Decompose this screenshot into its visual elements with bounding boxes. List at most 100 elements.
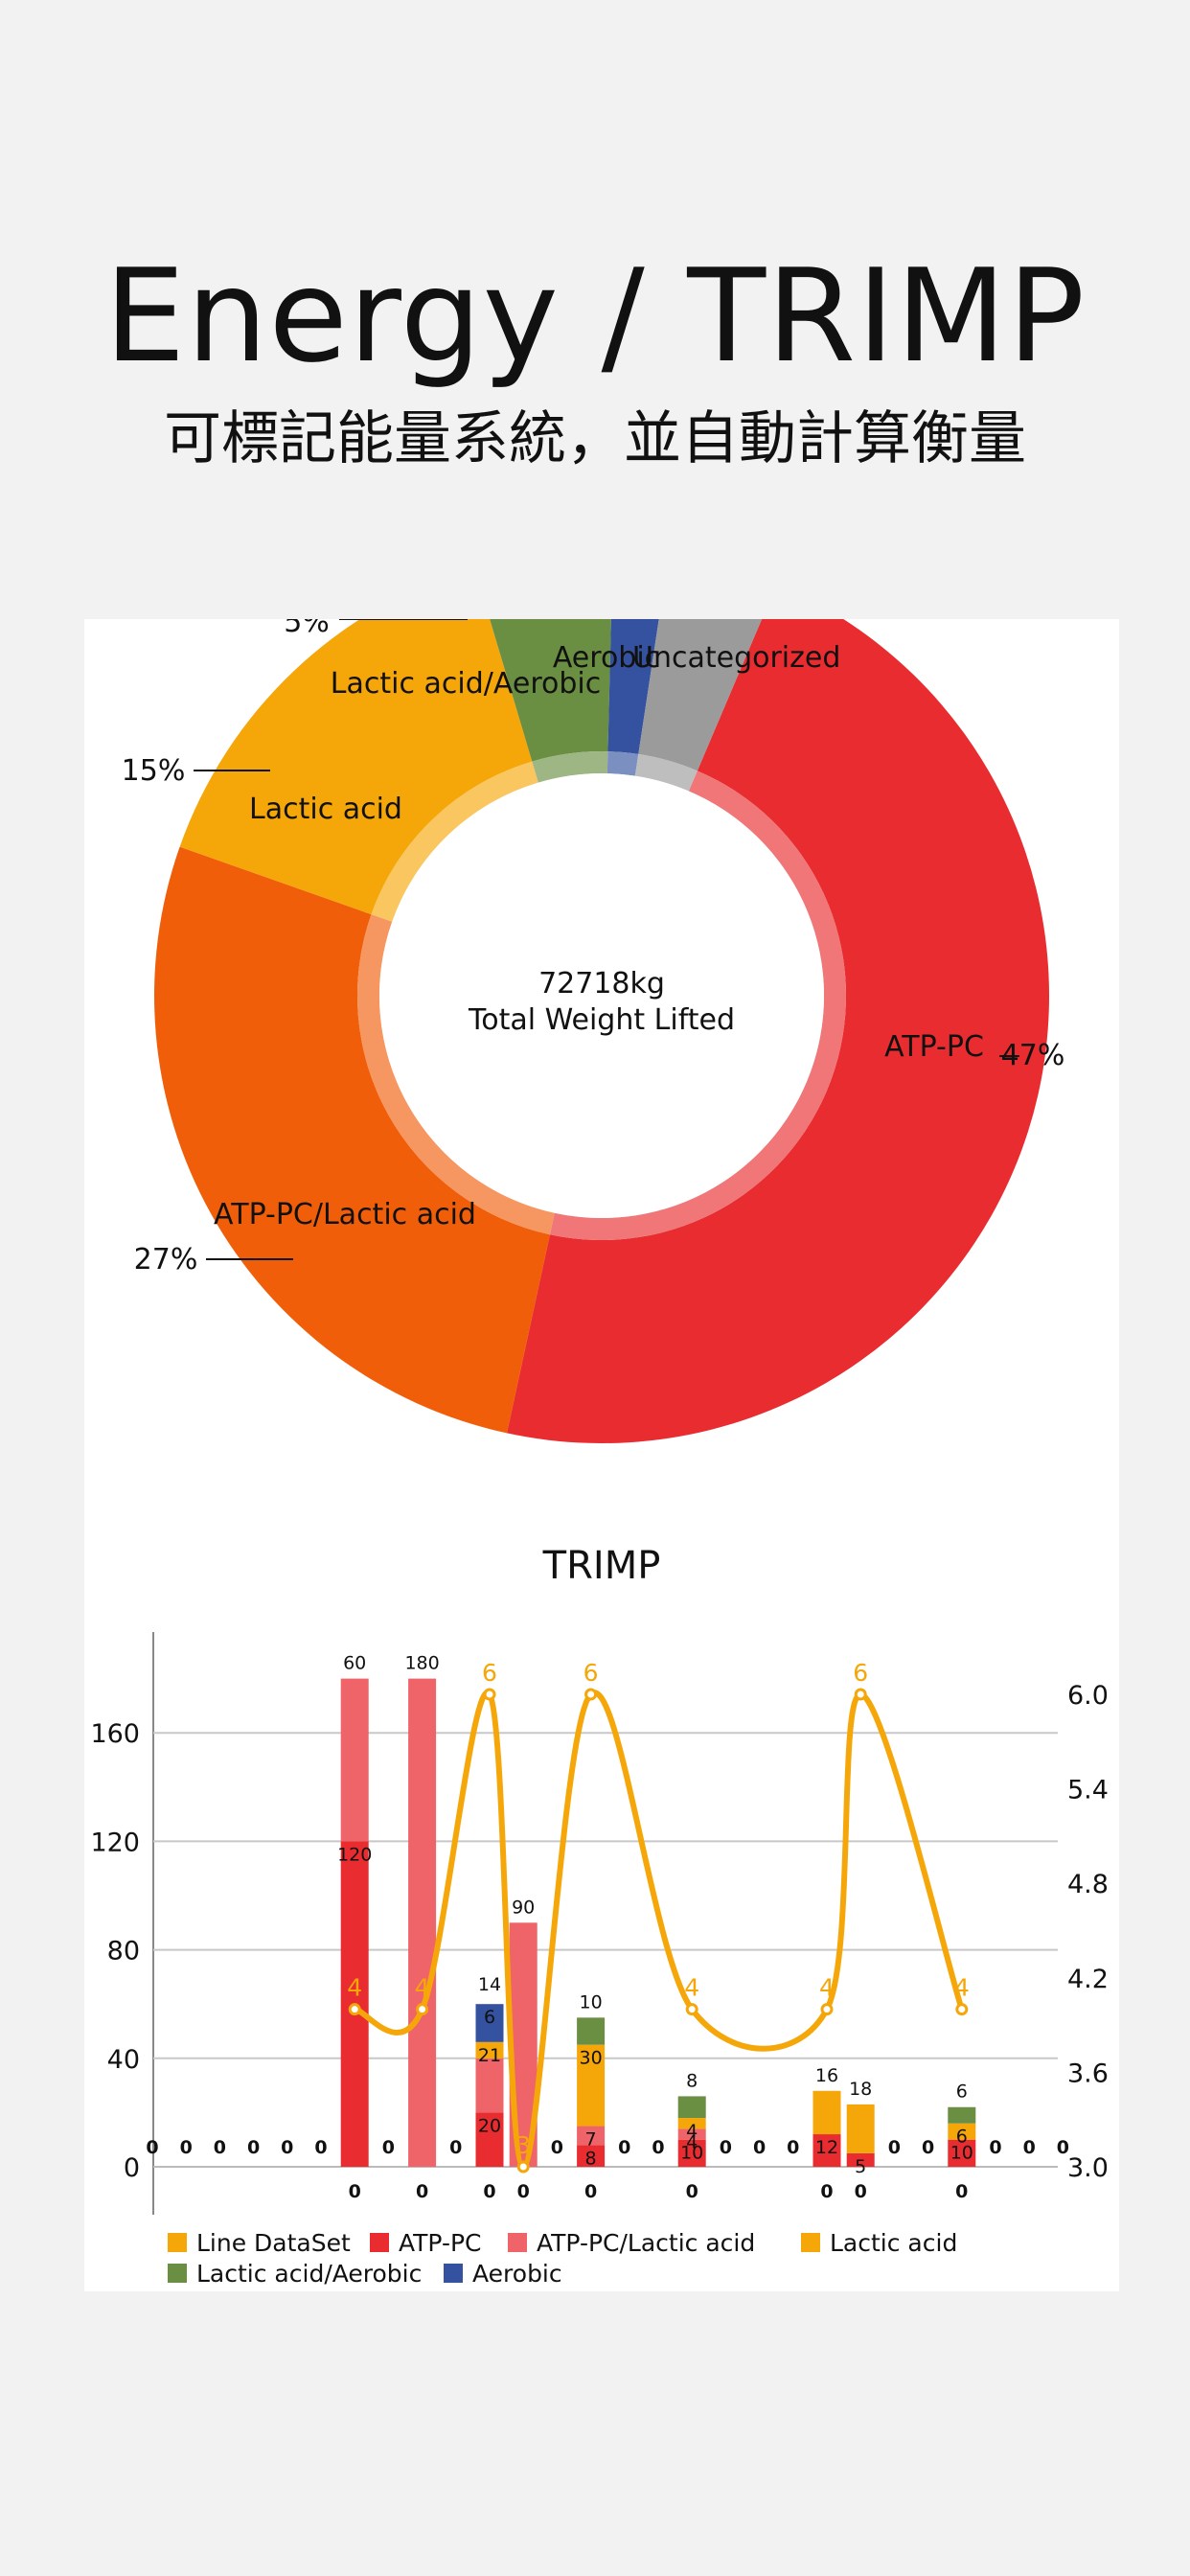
bar-value-label: 4 [686, 2131, 698, 2152]
line-point-label: 4 [954, 1974, 970, 2002]
bar-segment-lactic-acid [812, 2090, 841, 2135]
donut-label-lactic-acid-aerobic: Lactic acid/Aerobic [331, 667, 601, 701]
bar-value-label: 8 [686, 2070, 698, 2091]
legend-label: Lactic acid [830, 2229, 957, 2257]
y-right-tick-4-2: 4.2 [1067, 1965, 1109, 1994]
bar-value-label: 18 [849, 2079, 872, 2100]
bar-value-label: 8 [585, 2148, 597, 2169]
bar-group-20: 12 16 0 [812, 2065, 841, 2202]
line-point [516, 2160, 530, 2174]
y-right-tick-5-4: 5.4 [1067, 1776, 1109, 1806]
donut-label-atp-pc-lactic-acid: ATP-PC/Lactic acid [214, 1198, 476, 1231]
bar-segment-atp-pc-lactic-acid [340, 1678, 369, 1842]
zero-value-label: 0 [314, 2137, 327, 2158]
donut-slice-aerobic [607, 619, 659, 754]
line-point-label: 6 [853, 1659, 868, 1687]
donut-inner-ring-lactic-acid [371, 761, 538, 922]
bar-value-label: 16 [815, 2065, 838, 2086]
legend-item-lactic-acid: Lactic acid [801, 2229, 957, 2257]
zero-value-label: 0 [146, 2137, 158, 2158]
legend-swatch [370, 2233, 389, 2252]
donut-slice-lactic-acid [179, 619, 533, 915]
bar-segment-lactic-acid [948, 2123, 976, 2140]
bar-value-label: 30 [580, 2048, 603, 2069]
zero-value-label: 0 [922, 2137, 934, 2158]
bar-segment-atp-pc [577, 2145, 606, 2167]
donut-inner-ring-uncategorized [634, 753, 698, 792]
donut-percent-lactic-acid: 15% [122, 754, 186, 788]
legend-item-lactic-acid-aerobic: Lactic acid/Aerobic [168, 2260, 422, 2288]
zero-value-label: 0 [720, 2137, 732, 2158]
bar-top-label: 14 [478, 1974, 501, 1995]
zero-value-label: 0 [449, 2137, 462, 2158]
donut-hole [379, 773, 824, 1218]
bar-segment-atp-pc [948, 2139, 976, 2167]
bar-bottom-label: 0 [483, 2181, 495, 2202]
zero-value-label: 0 [214, 2137, 226, 2158]
donut-label-aerobic: Aerobic [553, 641, 660, 675]
bar-value-label: 4 [686, 2121, 698, 2142]
bar-value-label: 6 [956, 2127, 968, 2148]
bar-bottom-label: 0 [955, 2181, 968, 2202]
bar-segment-atp-pc [475, 2112, 504, 2167]
bar-segment-lactic-acid [577, 2044, 606, 2127]
legend-swatch [168, 2264, 187, 2283]
line-point [854, 1688, 867, 1701]
bar-segment-lactic-acid-aerobic [677, 2096, 706, 2119]
zero-value-label: 0 [551, 2137, 563, 2158]
zero-value-label: 0 [652, 2137, 664, 2158]
line-point [416, 2003, 429, 2016]
line-point [483, 1688, 496, 1701]
donut-inner-ring-lactic-acid-aerobic [532, 751, 608, 783]
bar-value-label: 20 [478, 2115, 501, 2136]
legend-item-atp-pc: ATP-PC [370, 2229, 482, 2257]
bar-bottom-label: 0 [517, 2181, 530, 2202]
donut-label-uncategorized: Uncategorized [632, 641, 840, 675]
bar-segment-atp-pc-lactic-acid [577, 2126, 606, 2146]
line-point [685, 2003, 698, 2016]
chart-card: 72718kg Total Weight Lifted ATP-PC 47% ATP-P… [84, 619, 1119, 2291]
bar-value-label: 10 [680, 2143, 703, 2164]
bar-segment-lactic-acid-aerobic [577, 2017, 606, 2045]
page-title: Energy / TRIMP [103, 242, 1087, 391]
bar-segment-atp-pc [812, 2134, 841, 2167]
donut-percent-atp-pc: 47% [1001, 1039, 1065, 1072]
bar-bottom-label: 0 [686, 2181, 698, 2202]
zero-value-label: 0 [281, 2137, 293, 2158]
y-left-tick-160: 160 [90, 1719, 140, 1749]
page-subtitle: 可標記能量系統，並自動計算衡量 [164, 405, 1026, 472]
donut-percent-atp-pc-lactic-acid: 27% [134, 1243, 198, 1276]
bar-value-label: 5 [855, 2156, 866, 2177]
bar-group-13: 87 30 10 0 [577, 1991, 606, 2202]
zero-value-label: 0 [180, 2137, 193, 2158]
bar-segment-lactic-acid [846, 2104, 875, 2153]
zero-value-label: 0 [888, 2137, 901, 2158]
legend-swatch [508, 2233, 527, 2252]
line-point-label: 6 [482, 1659, 497, 1687]
bar-bottom-label: 0 [416, 2181, 428, 2202]
zero-value-label: 0 [1057, 2137, 1069, 2158]
line-point [820, 2003, 834, 2016]
zero-value-label: 0 [787, 2137, 799, 2158]
donut-center-value: 72718kg [538, 967, 665, 1000]
y-right-tick-6-0: 6.0 [1067, 1681, 1109, 1711]
bar-value-label: 6 [484, 2007, 495, 2028]
y-left-tick-40: 40 [107, 2045, 140, 2075]
legend-label: ATP-PC [399, 2229, 482, 2257]
legend-label: Aerobic [472, 2260, 562, 2288]
bar-value-label: 12 [815, 2137, 838, 2158]
donut-slice-lactic-acid-aerobic [490, 619, 611, 762]
legend-item-line-dataset: Line DataSet [168, 2229, 351, 2257]
zero-value-label: 0 [382, 2137, 395, 2158]
bar-value-label: 21 [478, 2045, 501, 2066]
bar-group-21: 5 18 0 [846, 2079, 875, 2202]
bar-value-label: 60 [343, 1653, 366, 1674]
zero-value-label: 0 [753, 2137, 766, 2158]
bar-segment-atp-pc-lactic-acid [408, 1678, 437, 2167]
bar-bottom-label: 0 [855, 2181, 867, 2202]
line-point-label: 4 [415, 1974, 430, 2002]
bar-segment-lactic-acid [677, 2118, 706, 2129]
